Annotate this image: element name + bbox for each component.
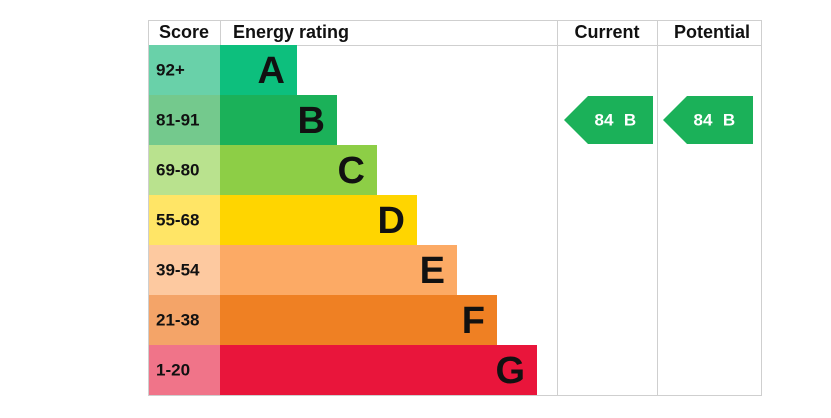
score-cell	[149, 195, 220, 245]
rating-bar	[220, 145, 377, 195]
rating-bar	[220, 95, 337, 145]
score-label: 55-68	[156, 210, 199, 229]
rating-letter: D	[378, 200, 405, 242]
rating-letter: C	[338, 150, 365, 192]
potential-band: B	[723, 110, 735, 129]
current-band: B	[624, 110, 636, 129]
rating-bar	[220, 295, 497, 345]
rating-bar	[220, 195, 417, 245]
rating-letter: A	[258, 50, 285, 92]
potential-arrow	[663, 96, 753, 144]
score-label: 39-54	[156, 260, 200, 279]
header-score: Score	[159, 22, 209, 42]
rating-letter: E	[420, 250, 445, 292]
score-cell	[149, 245, 220, 295]
rating-bar	[220, 45, 297, 95]
rating-letter: F	[462, 300, 485, 342]
score-label: 1-20	[156, 360, 190, 379]
rating-bar	[220, 245, 457, 295]
current-score: 84	[595, 110, 614, 129]
score-label: 92+	[156, 60, 185, 79]
header-rating: Energy rating	[233, 22, 349, 42]
score-label: 81-91	[156, 110, 199, 129]
score-cell	[149, 295, 220, 345]
header-current: Current	[574, 22, 639, 42]
score-cell	[149, 345, 220, 395]
rating-letter: G	[495, 350, 525, 392]
score-label: 21-38	[156, 310, 199, 329]
current-arrow	[564, 96, 653, 144]
table-frame	[148, 20, 762, 396]
score-cell	[149, 95, 220, 145]
score-label: 69-80	[156, 160, 199, 179]
header-potential: Potential	[674, 22, 750, 42]
rating-letter: B	[298, 100, 325, 142]
rating-bar	[220, 345, 537, 395]
potential-score: 84	[694, 110, 713, 129]
score-cell	[149, 45, 220, 95]
score-cell	[149, 145, 220, 195]
